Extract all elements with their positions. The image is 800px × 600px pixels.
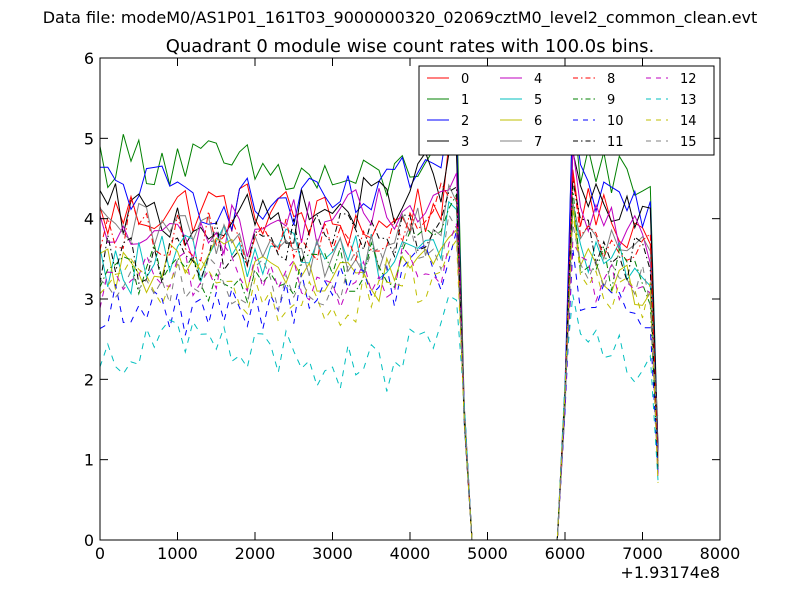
legend-label-5: 5 <box>534 93 542 108</box>
legend-label-3: 3 <box>461 135 469 150</box>
x-tick-label: 2000 <box>235 544 276 563</box>
series-line-1 <box>99 101 659 541</box>
legend-label-7: 7 <box>534 135 542 150</box>
legend-label-4: 4 <box>534 72 542 87</box>
series-line-14 <box>99 210 659 541</box>
series-line-8 <box>99 174 659 541</box>
x-tick-label: 8000 <box>700 544 741 563</box>
chart-title: Quadrant 0 module wise count rates with … <box>165 36 655 57</box>
x-tick-label: 5000 <box>467 544 508 563</box>
y-tick-label: 5 <box>84 129 94 148</box>
legend-label-1: 1 <box>461 93 469 108</box>
series-line-12 <box>99 223 659 541</box>
series-layer <box>99 101 659 541</box>
series-line-3 <box>99 151 659 541</box>
legend-label-9: 9 <box>607 93 615 108</box>
y-tick-label: 6 <box>84 49 94 68</box>
y-tick-label: 2 <box>84 370 94 389</box>
x-tick-label: 1000 <box>157 544 198 563</box>
y-tick-label: 1 <box>84 451 94 470</box>
figure-suptitle: Data file: modeM0/AS1P01_161T03_90000003… <box>42 8 758 27</box>
y-tick-label: 0 <box>84 531 94 550</box>
x-tick-label: 7000 <box>622 544 663 563</box>
legend-label-15: 15 <box>680 135 697 150</box>
legend-label-11: 11 <box>607 135 624 150</box>
series-line-0 <box>99 142 659 541</box>
series-line-11 <box>99 180 659 541</box>
series-line-15 <box>99 213 659 541</box>
legend-label-6: 6 <box>534 114 542 129</box>
legend-label-10: 10 <box>607 114 624 129</box>
y-tick-label: 4 <box>84 210 94 229</box>
series-line-13 <box>99 294 659 541</box>
legend-label-13: 13 <box>680 93 697 108</box>
series-line-10 <box>99 230 659 541</box>
legend-label-2: 2 <box>461 114 469 129</box>
x-tick-label: 3000 <box>312 544 353 563</box>
y-tick-label: 3 <box>84 290 94 309</box>
legend-box <box>418 65 715 156</box>
x-offset-label: +1.93174e8 <box>620 563 720 582</box>
series-line-7 <box>99 183 659 541</box>
legend-label-14: 14 <box>680 114 697 129</box>
legend-label-0: 0 <box>461 72 469 87</box>
x-tick-label: 0 <box>95 544 105 563</box>
series-line-6 <box>99 205 659 541</box>
legend-label-8: 8 <box>607 72 615 87</box>
legend-label-12: 12 <box>680 72 697 87</box>
series-line-9 <box>99 187 659 541</box>
x-tick-label: 6000 <box>545 544 586 563</box>
x-tick-label: 4000 <box>390 544 431 563</box>
